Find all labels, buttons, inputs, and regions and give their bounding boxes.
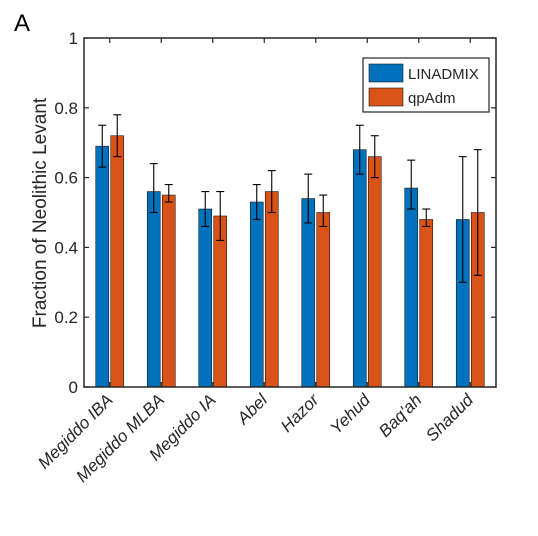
bar-linadmix-6 <box>404 187 419 388</box>
bars-layer <box>95 135 485 388</box>
panel-label: A <box>14 10 31 37</box>
y-axis-label: Fraction of Neolithic Levant <box>30 97 51 328</box>
x-tick-label: Yehud <box>327 390 375 438</box>
plot-frame <box>83 37 497 388</box>
y-tick-label: 0 <box>69 378 78 397</box>
bar-qpadm-1 <box>161 194 176 388</box>
y-tick-label: 1 <box>69 29 78 48</box>
bar-linadmix-5 <box>352 149 367 388</box>
x-tick-label: Shadud <box>422 390 477 445</box>
bar-qpadm-2 <box>213 215 228 388</box>
bar-linadmix-0 <box>95 145 110 388</box>
bar-qpadm-4 <box>316 212 331 388</box>
legend-label-linadmix: LINADMIX <box>408 66 479 83</box>
y-tick-label: 0.4 <box>54 238 78 257</box>
legend-swatch-linadmix <box>368 63 404 83</box>
legend: LINADMIX qpAdm <box>362 57 490 113</box>
bar-qpadm-3 <box>264 191 279 388</box>
y-tick-label: 0.2 <box>54 308 78 327</box>
bar-linadmix-3 <box>249 201 264 388</box>
x-tick-label: Abel <box>233 390 272 429</box>
y-tick-label: 0.8 <box>54 99 78 118</box>
y-axis: 0 0.2 0.4 0.6 0.8 1 <box>54 29 496 397</box>
bar-qpadm-5 <box>367 156 382 388</box>
legend-swatch-qpadm <box>368 87 404 107</box>
x-tick-label: Baq'ah <box>375 390 425 440</box>
bar-qpadm-6 <box>419 219 434 388</box>
bar-linadmix-4 <box>301 198 316 388</box>
legend-label-qpadm: qpAdm <box>408 90 456 107</box>
bar-linadmix-1 <box>146 191 161 388</box>
x-tick-label: Megiddo MLBA <box>72 390 168 486</box>
error-bars-layer <box>98 114 482 283</box>
bar-linadmix-2 <box>198 208 213 388</box>
y-tick-label: 0.6 <box>54 169 78 188</box>
bar-qpadm-0 <box>110 135 125 388</box>
x-tick-label: Hazor <box>277 389 323 435</box>
